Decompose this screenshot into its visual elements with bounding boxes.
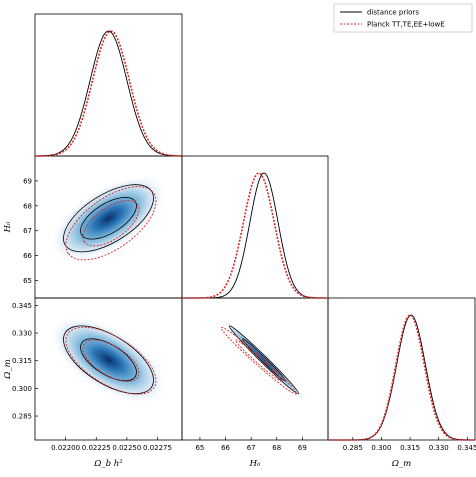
ytick-label-om-1: 0.300 <box>12 385 32 393</box>
contour-planck-95-om-h0 <box>220 326 297 395</box>
plot-layer: 0.02200 0.02225 0.02250 0.02275 65 66 67 68 69 0.… <box>3 13 476 469</box>
contour-planck-95-om-obh2 <box>65 326 157 395</box>
ylabel-om: Ω_m <box>3 359 13 379</box>
xtick-label-h0-2: 67 <box>247 444 256 452</box>
panel-om-h0 <box>181 297 329 441</box>
ytick-label-h0-3: 68 <box>23 202 32 210</box>
contour-distance-priors-68-h0-obh2 <box>80 197 137 240</box>
xtick-label-h0-3: 68 <box>272 444 281 452</box>
ytick-label-h0-0: 65 <box>23 277 32 285</box>
contour-planck-68-om-obh2 <box>82 339 140 382</box>
contour-planck-68-om-h0 <box>235 339 283 382</box>
contour-planck-95-h0-obh2 <box>65 186 157 261</box>
xtick-label-om-4: 0.345 <box>457 444 476 452</box>
legend-label-distance-priors: distance priors <box>367 9 419 17</box>
panel-om-om <box>327 297 476 441</box>
marginal-h0-planck <box>182 172 328 299</box>
xtick-label-h0-1: 66 <box>221 444 230 452</box>
density-om-obh2 <box>49 315 168 405</box>
xtick-label-obh2-2: 0.02250 <box>112 444 141 452</box>
xlabel-h0: H₀ <box>249 459 261 469</box>
marginal-obh2-distance-priors <box>34 30 183 157</box>
xtick-label-h0-4: 69 <box>298 444 307 452</box>
contour-planck-68-h0-obh2 <box>82 200 140 247</box>
contours-om-h0 <box>218 315 310 405</box>
ytick-label-om-0: 0.285 <box>12 413 32 421</box>
contours-h0-obh2 <box>49 174 168 263</box>
legend-label-planck: Planck TT,TE,EE+lowE <box>367 21 445 29</box>
xtick-label-obh2-0: 0.02200 <box>51 444 80 452</box>
marginal-om-distance-priors <box>328 314 475 441</box>
ytick-label-om-4: 0.345 <box>12 302 32 310</box>
ytick-label-h0-2: 67 <box>23 227 32 235</box>
xtick-label-obh2-1: 0.02225 <box>82 444 111 452</box>
xtick-label-om-3: 0.330 <box>429 444 449 452</box>
ytick-label-om-3: 0.330 <box>12 330 32 338</box>
ytick-label-h0-1: 66 <box>23 252 32 260</box>
xtick-label-h0-0: 65 <box>195 444 204 452</box>
marginal-obh2-planck <box>34 30 183 157</box>
panel-obh2-obh2 <box>34 13 183 157</box>
xtick-label-obh2-3: 0.02275 <box>143 444 172 452</box>
marginal-h0-distance-priors <box>182 172 329 299</box>
ylabel-h0: H₀ <box>3 221 13 233</box>
panel-h0-h0 <box>181 155 329 299</box>
contours-om-obh2 <box>49 315 168 405</box>
legend: distance priors Planck TT,TE,EE+lowE <box>333 3 473 33</box>
legend-box <box>333 3 473 33</box>
marginal-om-planck <box>328 314 475 441</box>
density-h0-obh2 <box>49 174 168 263</box>
xtick-label-om-2: 0.315 <box>400 444 420 452</box>
ytick-label-om-2: 0.315 <box>12 357 32 365</box>
contour-distance-priors-95-om-h0 <box>229 325 299 395</box>
contour-distance-priors-68-om-h0 <box>242 338 286 382</box>
xtick-label-om-1: 0.300 <box>371 444 391 452</box>
xtick-label-om-0: 0.285 <box>343 444 363 452</box>
xlabel-om: Ω_m <box>391 459 411 469</box>
ytick-label-h0-4: 69 <box>23 177 32 185</box>
xlabel-obh2: Ω_b h² <box>93 459 123 469</box>
